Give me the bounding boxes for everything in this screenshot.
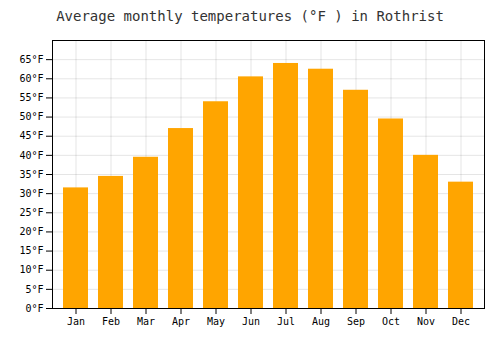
svg-text:5°F: 5°F	[25, 284, 43, 295]
svg-text:50°F: 50°F	[19, 111, 43, 122]
svg-text:10°F: 10°F	[19, 264, 43, 275]
svg-text:20°F: 20°F	[19, 226, 43, 237]
svg-text:Mar: Mar	[137, 316, 155, 327]
svg-text:Oct: Oct	[382, 316, 400, 327]
svg-text:May: May	[207, 316, 225, 327]
svg-text:Jun: Jun	[242, 316, 260, 327]
svg-text:Dec: Dec	[452, 316, 470, 327]
svg-text:65°F: 65°F	[19, 54, 43, 65]
svg-text:55°F: 55°F	[19, 92, 43, 103]
svg-text:25°F: 25°F	[19, 207, 43, 218]
svg-text:Aug: Aug	[312, 316, 330, 327]
svg-text:40°F: 40°F	[19, 150, 43, 161]
svg-text:Nov: Nov	[417, 316, 435, 327]
svg-text:30°F: 30°F	[19, 188, 43, 199]
svg-text:60°F: 60°F	[19, 73, 43, 84]
svg-text:0°F: 0°F	[25, 303, 43, 314]
svg-text:Feb: Feb	[102, 316, 120, 327]
svg-text:Jul: Jul	[277, 316, 295, 327]
svg-text:15°F: 15°F	[19, 245, 43, 256]
html-text:Average monthly temperatures (: Average monthly temperatures (°F ) in Ro…	[56, 8, 444, 24]
svg-text:35°F: 35°F	[19, 169, 43, 180]
svg-text:Sep: Sep	[347, 316, 365, 327]
svg-text:Jan: Jan	[67, 316, 85, 327]
svg-text:Apr: Apr	[172, 316, 190, 327]
svg-text:45°F: 45°F	[19, 130, 43, 141]
